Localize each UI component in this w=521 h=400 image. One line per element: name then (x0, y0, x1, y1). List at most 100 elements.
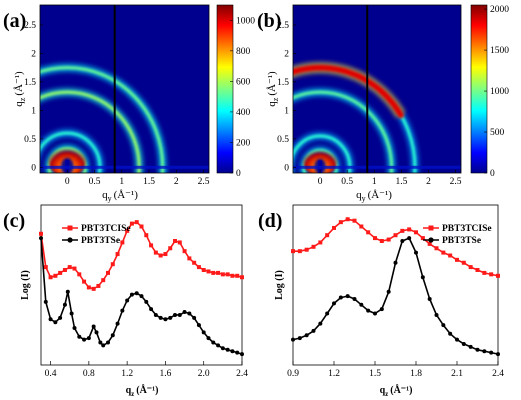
y-tick-label: 2 (31, 49, 36, 59)
data-point (311, 244, 316, 249)
legend-d-red-marker (428, 225, 434, 231)
data-point (482, 349, 487, 354)
data-point (420, 275, 425, 280)
plot-c-ticks: 0.4 0.8 1.2 1.6 2.0 2.4 (45, 361, 248, 379)
x-tick-label: 1.5 (395, 177, 407, 187)
data-point (434, 246, 439, 251)
data-point (441, 250, 446, 255)
data-point (325, 233, 330, 238)
data-point (475, 347, 480, 352)
panel-b-label: (b) (257, 10, 281, 32)
colorbar-a (216, 4, 234, 174)
data-point (53, 273, 58, 278)
data-point (291, 337, 295, 342)
data-point (345, 217, 350, 222)
colorbar-tick-label: 1000 (490, 87, 509, 97)
data-point (106, 270, 110, 275)
legend-c-black-marker (67, 237, 73, 243)
data-point (235, 273, 240, 278)
horizon-band (293, 165, 461, 169)
data-point (318, 240, 323, 245)
data-point (225, 347, 230, 352)
data-point (120, 240, 125, 245)
data-point (379, 307, 384, 312)
data-point (455, 257, 459, 262)
heatmap-b-ylabel: qz(Å⁻¹) (266, 71, 280, 107)
data-point (311, 328, 316, 333)
data-point (43, 265, 48, 270)
data-point (153, 312, 158, 317)
data-point (110, 262, 115, 267)
y-tick-label: 2.5 (277, 21, 289, 31)
data-point (196, 265, 201, 270)
data-point (240, 275, 244, 280)
data-point (77, 272, 82, 277)
data-point (304, 247, 309, 252)
horizon-band (40, 165, 209, 169)
plot-d-xlabel: qz (Å⁻¹) (380, 384, 413, 398)
series-line-1 (292, 237, 499, 355)
data-point (407, 236, 412, 241)
data-point (58, 315, 63, 320)
data-point (211, 270, 216, 275)
data-point (448, 253, 453, 258)
data-point (240, 352, 244, 357)
data-point (230, 273, 235, 278)
data-point (187, 256, 192, 261)
y-tick-label: 2 (284, 49, 289, 59)
data-point (58, 270, 63, 275)
plot-c-frame (40, 204, 243, 366)
data-point (173, 239, 177, 243)
series-line-0 (40, 221, 243, 290)
data-point (201, 330, 206, 335)
panel-c-label: (c) (3, 210, 25, 232)
data-point (48, 317, 53, 322)
colorbar-tick-label: 2000 (490, 5, 509, 15)
x-tick-label: 0.4 (45, 369, 57, 379)
data-point (192, 260, 197, 265)
x-tick-label: 0.5 (341, 177, 353, 187)
data-point (206, 269, 211, 274)
legend-c-black-label: PBT3TSe (81, 236, 120, 246)
x-tick-label: 1 (119, 177, 124, 187)
y-tick-label: 0.5 (24, 135, 36, 145)
data-point (393, 260, 398, 265)
x-tick-label: 1.2 (121, 369, 133, 379)
panel-b: (b) 0 0.5 1 1.5 2 2.5 0 0.5 1 1.5 2 2.5 qy (Å⁻¹) qz(… (257, 4, 509, 203)
y-tick-label: 0 (31, 163, 36, 173)
heatmap-a-xlabel: qy (Å⁻¹) (102, 189, 138, 203)
data-point (352, 218, 357, 223)
x-tick-label: 0.8 (83, 369, 95, 379)
data-point (144, 299, 149, 304)
y-tick-label: 1.5 (277, 78, 289, 88)
data-point (489, 272, 494, 277)
data-point (400, 228, 405, 233)
plot-d-ticks: 0.9 1.2 1.5 1.8 2.1 2.4 (287, 361, 504, 379)
data-point (129, 221, 134, 226)
data-point (82, 279, 87, 284)
y-tick-label: 2.5 (24, 21, 36, 31)
data-point (192, 315, 197, 320)
plot-d-frame (292, 204, 499, 366)
data-point (173, 312, 177, 317)
x-tick-label: 1.5 (143, 177, 155, 187)
data-point (53, 320, 58, 325)
x-tick-label: 1.5 (369, 369, 381, 379)
panel-c: (c) 0.4 0.8 1.2 1.6 2.0 2.4 Log (I) qz (Å⁻¹) P… (3, 204, 248, 398)
heatmap-b (293, 5, 461, 173)
colorbar-tick-label: 800 (236, 47, 251, 57)
heatmap-a-features (40, 5, 209, 173)
data-point (177, 312, 182, 317)
data-point (407, 227, 412, 232)
x-tick-label: 2.4 (236, 369, 248, 379)
data-point (297, 336, 302, 341)
x-tick-label: 2.5 (450, 177, 462, 187)
data-point (225, 272, 230, 277)
colorbar-a-ticks: 0 200 400 600 800 1000 (230, 16, 255, 179)
panel-d-label: (d) (258, 210, 282, 232)
data-point (101, 343, 106, 348)
data-point (67, 265, 72, 270)
colorbar-tick-label: 500 (490, 128, 505, 138)
x-tick-label: 0.5 (89, 177, 101, 187)
heatmap-b-ticks: 0 0.5 1 1.5 2 2.5 0 0.5 1 1.5 2 2.5 (277, 21, 462, 187)
